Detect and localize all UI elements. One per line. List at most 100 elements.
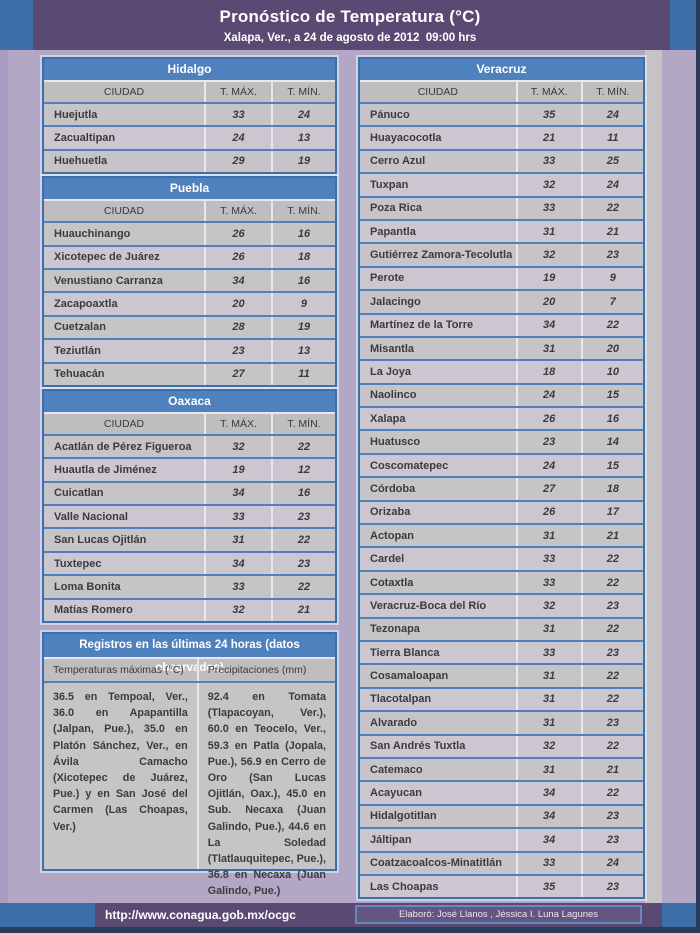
city-cell: Las Choapas [370, 880, 439, 893]
tmin-cell: 16 [580, 408, 643, 430]
city-cell: Tierra Blanca [370, 646, 440, 659]
tmax-cell: 19 [204, 459, 271, 481]
tmin-cell: 18 [580, 478, 643, 500]
tmin-cell: 9 [270, 293, 335, 315]
tmin-cell: 13 [270, 127, 335, 149]
tmin-cell: 23 [580, 712, 643, 734]
footer-corner-left-block [0, 903, 95, 927]
credit-text: Elaboró: José Llanos , Jéssica I. Luna L… [398, 909, 599, 920]
table-row: Papantla 31 21 [360, 218, 643, 243]
city-cell: Poza Rica [370, 202, 422, 215]
column-header-tmax: T. MÁX. [204, 82, 271, 102]
tmax-cell: 33 [515, 197, 581, 219]
page-title: Pronóstico de Temperatura (°C) [219, 7, 481, 26]
tmax-cell: 34 [204, 552, 271, 575]
tmin-cell: 24 [270, 104, 335, 126]
city-cell: Alvarado [370, 716, 418, 729]
tmax-cell: 34 [515, 782, 581, 804]
tmin-cell: 24 [580, 174, 643, 196]
tmin-cell: 24 [580, 104, 643, 126]
state-title-veracruz: Veracruz [360, 59, 643, 80]
tmin-cell: 22 [270, 576, 335, 598]
tmin-cell: 22 [580, 735, 643, 757]
tmin-cell: 13 [270, 340, 335, 362]
tmax-cell: 23 [515, 431, 581, 453]
table-row: Actopan 31 21 [360, 523, 643, 547]
city-cell: Jalacingo [370, 295, 421, 308]
table-row: Tuxtepec 34 23 [44, 550, 335, 575]
table-row: Cotaxtla 33 22 [360, 569, 643, 594]
tmax-cell: 31 [515, 618, 581, 640]
column-header-row: CIUDAD T. MÁX. T. MÍN. [360, 80, 643, 102]
tmax-cell: 31 [515, 758, 581, 781]
city-cell: Martínez de la Torre [370, 319, 474, 332]
table-row: Zacapoaxtla 20 9 [44, 291, 335, 315]
tmax-cell: 26 [515, 501, 581, 524]
table-row: Cardel 33 22 [360, 546, 643, 570]
tmax-cell: 32 [515, 244, 581, 266]
tmax-cell: 26 [515, 408, 581, 430]
table-row: Acatlán de Pérez Figueroa 32 22 [44, 433, 335, 458]
table-row: Tierra Blanca 33 23 [360, 639, 643, 664]
left-edge-strip [0, 50, 8, 903]
city-cell: Jáltipan [370, 833, 412, 846]
city-cell: Zacualtipan [54, 132, 116, 145]
table-row: Hidalgotitlan 34 23 [360, 803, 643, 828]
tmax-cell: 32 [515, 595, 581, 617]
city-cell: Córdoba [370, 482, 416, 495]
table-row: Poza Rica 33 22 [360, 195, 643, 219]
tmin-cell: 21 [580, 758, 643, 781]
tmax-cell: 33 [515, 852, 581, 874]
tmax-cell: 24 [204, 127, 271, 149]
city-cell: Tlacotalpan [370, 693, 432, 706]
tmin-cell: 22 [580, 688, 643, 711]
table-row: Naolinco 24 15 [360, 382, 643, 407]
tmin-cell: 23 [270, 552, 335, 575]
table-row: San Lucas Ojitlán 31 22 [44, 527, 335, 551]
tmin-cell: 11 [580, 127, 643, 149]
table-row: Jáltipan 34 23 [360, 827, 643, 851]
state-table-puebla: Puebla CIUDAD T. MÁX. T. MÍN. Huauchinango 26… [42, 176, 337, 387]
city-cell: Huauchinango [54, 227, 131, 240]
city-cell: San Andrés Tuxtla [370, 740, 466, 753]
header-corner-right-block [670, 0, 697, 50]
tmax-cell: 33 [515, 571, 581, 594]
city-cell: Cosamaloapan [370, 670, 449, 683]
city-cell: Cuetzalan [54, 321, 106, 334]
tmax-cell: 33 [515, 548, 581, 570]
city-cell: Zacapoaxtla [54, 298, 118, 311]
tmax-cell: 18 [515, 361, 581, 383]
tmin-cell: 18 [270, 246, 335, 268]
tmax-cell: 33 [204, 506, 271, 528]
tmax-cell: 29 [204, 150, 271, 173]
tmin-cell: 23 [580, 805, 643, 828]
city-cell: Pánuco [370, 108, 410, 121]
column-header-tmin: T. MÍN. [270, 201, 335, 222]
column-header-city: CIUDAD [103, 417, 145, 430]
column-header-tmax: T. MÁX. [204, 413, 271, 434]
table-row: Tlacotalpan 31 22 [360, 686, 643, 711]
column-header-tmin: T. MÍN. [270, 82, 335, 102]
observations-body: 36.5 en Tempoal, Ver., 36.0 en Apapantil… [44, 683, 335, 897]
table-row: Misantla 31 20 [360, 335, 643, 360]
tmax-cell: 31 [515, 525, 581, 547]
table-row: Tezonapa 31 22 [360, 616, 643, 640]
city-cell: Huejutla [54, 108, 98, 121]
table-row: Xicotepec de Juárez 26 18 [44, 244, 335, 268]
tmin-cell: 22 [580, 782, 643, 804]
tmax-cell: 24 [515, 454, 581, 477]
table-row: Pánuco 35 24 [360, 102, 643, 126]
tmax-cell: 34 [204, 269, 271, 292]
tmin-cell: 23 [580, 244, 643, 266]
city-cell: Huayacocotla [370, 132, 442, 145]
tmax-cell: 27 [515, 478, 581, 500]
table-row: Las Choapas 35 23 [360, 873, 643, 898]
tmax-cell: 23 [204, 340, 271, 362]
city-cell: Orizaba [370, 506, 411, 519]
tmin-cell: 22 [580, 571, 643, 594]
table-row: Catemaco 31 21 [360, 756, 643, 781]
tmax-cell: 24 [515, 384, 581, 407]
table-row: Perote 19 9 [360, 265, 643, 290]
table-row: Cosamaloapan 31 22 [360, 663, 643, 687]
